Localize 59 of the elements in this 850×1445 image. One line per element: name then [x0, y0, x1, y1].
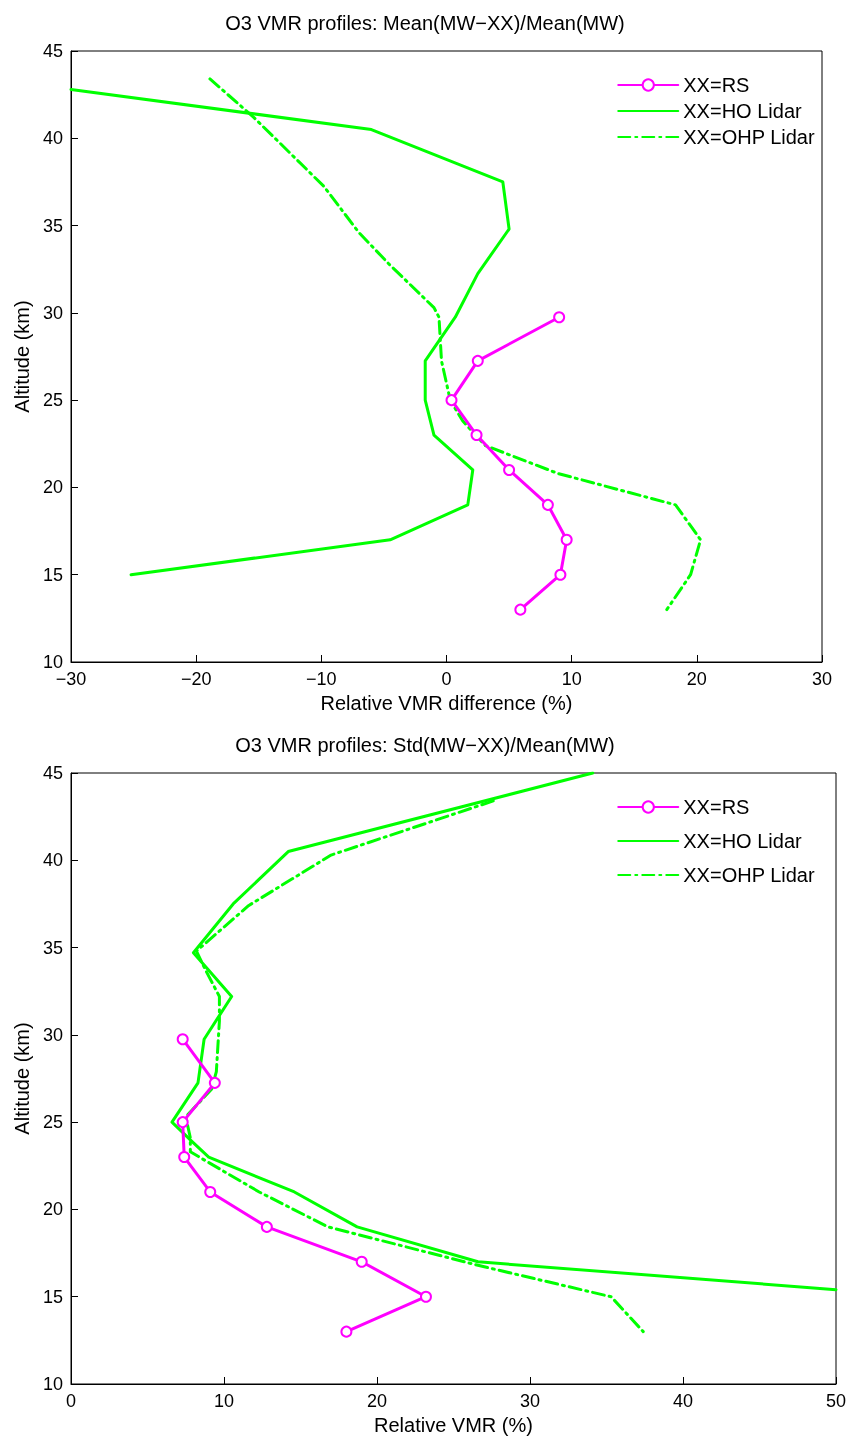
legend-label: XX=HO Lidar	[683, 100, 802, 122]
y-tick-label: 35	[42, 215, 63, 236]
point	[470, 429, 483, 442]
point	[503, 463, 516, 476]
point	[176, 1033, 189, 1046]
legend-label: XX=RS	[683, 796, 750, 818]
legend-label: XX=HO Lidar	[683, 830, 802, 852]
point	[541, 498, 554, 511]
point	[208, 1076, 221, 1089]
y-tick-label: 25	[42, 390, 63, 411]
x-axis-title: Relative VMR difference (%)	[320, 691, 573, 714]
x-tick-label: −30	[55, 669, 87, 689]
point	[340, 1325, 353, 1338]
point	[176, 1116, 189, 1129]
x-tick-label: 40	[672, 1391, 694, 1411]
x-tick-label: 20	[366, 1391, 388, 1411]
y-tick-label: 45	[42, 41, 63, 61]
x-tick-label: 20	[686, 669, 707, 689]
y-tick-label: 40	[42, 850, 63, 871]
y-tick-label: 20	[42, 1199, 63, 1220]
point	[471, 354, 484, 367]
point	[204, 1185, 217, 1198]
y-tick-label: 40	[42, 128, 63, 149]
point	[553, 311, 566, 324]
chart-title: O3 VMR profiles: Std(MW−XX)/Mean(MW)	[235, 734, 615, 756]
y-tick-label: 35	[42, 937, 63, 958]
y-axis-title: Altitude (km)	[11, 1022, 34, 1135]
y-tick-label: 20	[42, 477, 63, 498]
legend-label: XX=OHP Lidar	[683, 864, 815, 886]
x-tick-label: −20	[180, 669, 212, 689]
y-tick-label: 10	[42, 652, 63, 672]
y-axis-title: Altitude (km)	[11, 300, 34, 413]
point	[514, 603, 527, 616]
point	[355, 1255, 368, 1268]
point	[419, 1290, 432, 1303]
y-tick-label: 10	[42, 1374, 63, 1394]
x-tick-label: 10	[561, 669, 582, 689]
y-tick-label: 30	[42, 302, 63, 323]
point	[445, 394, 458, 407]
legend-label: XX=OHP Lidar	[683, 126, 815, 148]
point	[260, 1220, 273, 1233]
y-tick-label: 15	[42, 564, 63, 585]
y-tick-label: 45	[42, 763, 63, 783]
y-tick-label: 30	[42, 1024, 63, 1045]
x-axis-title: Relative VMR (%)	[374, 1413, 533, 1436]
x-tick-label: 0	[65, 1391, 77, 1411]
y-tick-label: 25	[42, 1112, 63, 1133]
x-tick-label: 50	[825, 1391, 847, 1411]
legend-label: XX=RS	[683, 74, 750, 96]
chart-title: O3 VMR profiles: Mean(MW−XX)/Mean(MW)	[225, 12, 625, 34]
point	[560, 533, 573, 546]
x-tick-label: 10	[213, 1391, 235, 1411]
y-tick-label: 15	[42, 1286, 63, 1307]
x-tick-label: −10	[306, 669, 337, 689]
x-tick-label: 0	[441, 669, 452, 689]
point	[554, 568, 567, 581]
point	[178, 1151, 191, 1164]
x-tick-label: 30	[811, 669, 833, 689]
x-tick-label: 30	[519, 1391, 541, 1411]
